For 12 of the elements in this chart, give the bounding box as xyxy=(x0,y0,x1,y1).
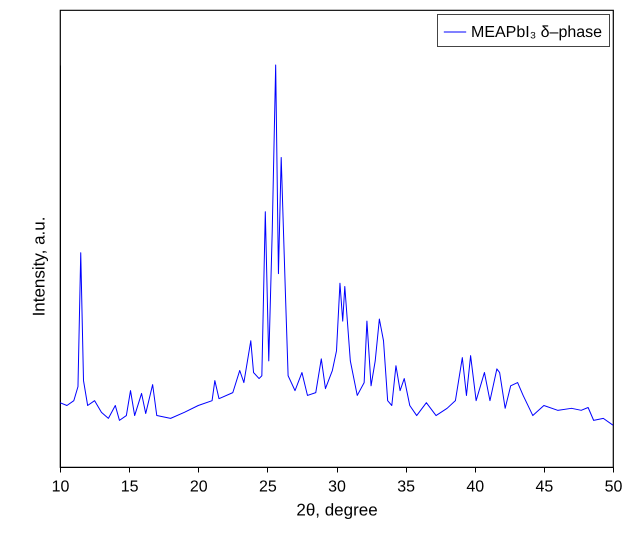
legend-label: MEAPbI₃ δ–phase xyxy=(471,24,602,41)
x-tick-label: 30 xyxy=(328,478,346,496)
x-tick-label: 35 xyxy=(397,478,416,496)
x-tick-label: 25 xyxy=(258,478,277,496)
y-axis-title: Intensity, a.u. xyxy=(30,216,48,316)
x-tick-label: 10 xyxy=(52,478,70,496)
x-tick-label: 15 xyxy=(120,478,139,496)
x-tick-label: 45 xyxy=(535,478,554,496)
x-tick-label: 40 xyxy=(466,478,484,496)
x-tick-label: 50 xyxy=(604,478,622,496)
x-axis-title: 2θ, degree xyxy=(296,500,378,520)
x-tick-label: 20 xyxy=(190,478,208,496)
